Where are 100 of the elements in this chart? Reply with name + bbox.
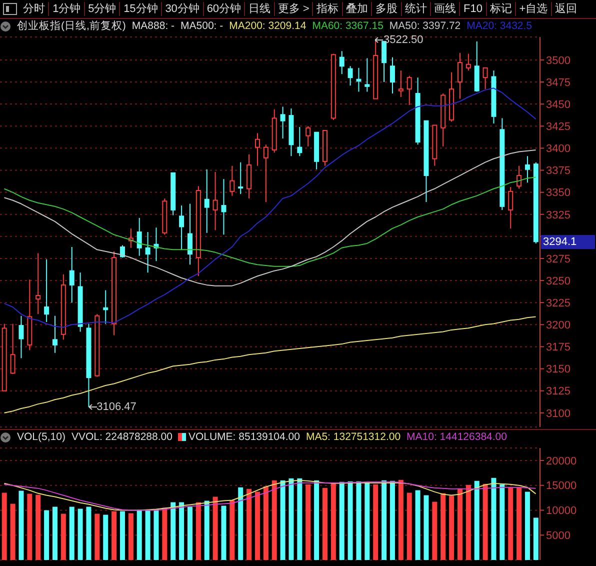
candlestick	[390, 56, 395, 94]
bar	[482, 484, 488, 560]
bar	[18, 490, 24, 560]
bar	[272, 480, 277, 560]
candlestick	[204, 168, 210, 234]
text: 指标	[312, 2, 342, 16]
y-tick-label: 3450	[546, 98, 570, 111]
text: 多股	[371, 2, 401, 16]
bar	[69, 506, 74, 560]
bar	[112, 511, 117, 560]
bar	[406, 492, 412, 560]
bar	[154, 510, 159, 560]
candlestick	[524, 156, 530, 184]
text: 更多 >	[274, 2, 312, 16]
annotation: 3106.47	[96, 401, 136, 414]
bar	[187, 506, 192, 560]
bar	[364, 482, 370, 560]
bar	[246, 488, 252, 560]
bar	[120, 511, 125, 560]
bar	[390, 480, 395, 560]
y-tick-label: 3500	[546, 54, 570, 67]
candlestick	[339, 50, 344, 75]
bar	[86, 506, 92, 560]
y-tick-label: 15000	[546, 480, 577, 492]
candlestick	[10, 323, 16, 375]
candlestick	[246, 154, 252, 199]
bar	[2, 492, 7, 560]
candlestick	[254, 132, 260, 166]
text: 标记	[486, 2, 516, 16]
bar	[322, 488, 328, 560]
bar	[238, 487, 244, 560]
bar	[398, 480, 404, 560]
bar	[36, 494, 41, 560]
candlestick	[508, 186, 514, 229]
bar	[44, 510, 50, 560]
y-tick-label: 3425	[546, 121, 570, 134]
bar	[136, 510, 142, 560]
text: VVOL: 224878288.00	[71, 431, 172, 443]
bar	[103, 514, 108, 560]
text: MA500: -	[180, 20, 224, 32]
text: 30分钟	[161, 2, 203, 16]
y-tick-label: 20000	[546, 455, 577, 468]
candlestick	[212, 172, 218, 231]
candlestick	[230, 165, 235, 196]
y-tick-label: 3125	[546, 386, 570, 398]
candlestick	[238, 162, 244, 195]
candlestick	[482, 67, 488, 90]
text: 日线	[244, 2, 274, 16]
bar	[297, 478, 302, 560]
y-tick-label: 3375	[546, 165, 570, 178]
text: 60分钟	[202, 2, 244, 16]
bar	[221, 506, 226, 560]
candlestick	[179, 205, 184, 250]
bar	[162, 508, 168, 560]
bar	[339, 482, 344, 560]
bar	[533, 518, 538, 560]
bar	[280, 480, 286, 560]
bar	[60, 514, 66, 560]
candlestick	[52, 315, 58, 354]
legend-label: VOLUME: 85139104.00	[188, 431, 300, 443]
y-tick-label: 3250	[546, 275, 570, 288]
bar	[170, 502, 176, 560]
text: MA20: 3432.5	[466, 20, 532, 32]
text: +自选	[515, 2, 551, 16]
candlestick	[297, 126, 302, 157]
bar	[263, 486, 268, 560]
candlestick	[18, 315, 24, 359]
text: 画线	[430, 2, 460, 16]
text: 返回	[550, 2, 580, 16]
bar	[78, 508, 83, 560]
bar	[254, 492, 260, 560]
candlestick	[280, 106, 286, 139]
candlestick	[466, 53, 471, 72]
bar	[94, 514, 100, 560]
bar	[356, 481, 362, 560]
candlestick	[516, 165, 522, 190]
line-series	[4, 176, 536, 267]
text: 5分钟	[84, 2, 120, 16]
bar	[373, 484, 378, 560]
y-tick-label: 3225	[546, 297, 570, 310]
line-series	[4, 316, 536, 414]
text: MA888: -	[132, 20, 175, 32]
text: MA5: 132751312.00	[306, 431, 401, 443]
y-tick-label: 3150	[546, 364, 570, 376]
y-tick-label: 3400	[546, 143, 570, 156]
bar	[52, 506, 58, 560]
text: MA60: 3367.15	[312, 20, 384, 32]
bar	[230, 500, 235, 560]
candlestick	[306, 126, 311, 147]
bar	[196, 502, 201, 560]
candlestick	[69, 246, 74, 304]
text: 分时	[22, 2, 46, 16]
bar	[306, 484, 311, 560]
candlestick	[457, 52, 462, 100]
y-tick-label: 3325	[546, 209, 570, 222]
candlestick	[406, 75, 412, 106]
chart-title: VOL(5,10)	[17, 431, 66, 443]
text: 叠加	[342, 2, 372, 16]
bar	[508, 487, 514, 560]
y-tick-label: 3175	[546, 342, 570, 354]
